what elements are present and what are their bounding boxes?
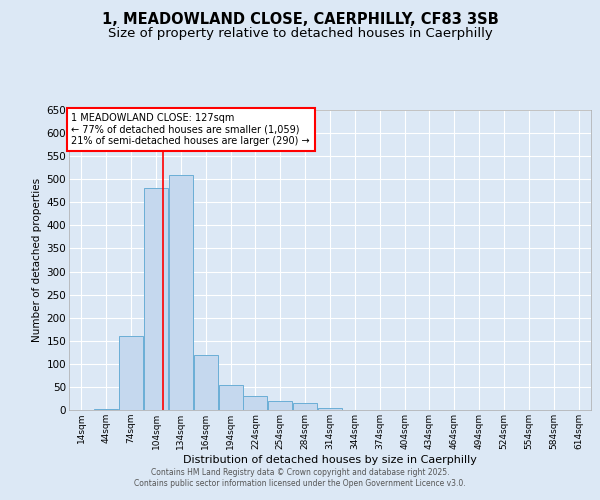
Bar — [318, 408, 342, 410]
Bar — [218, 384, 242, 410]
Bar — [169, 174, 193, 410]
Bar — [268, 401, 292, 410]
Text: Size of property relative to detached houses in Caerphilly: Size of property relative to detached ho… — [107, 28, 493, 40]
Bar — [244, 396, 268, 410]
Bar — [94, 409, 118, 410]
Text: 1 MEADOWLAND CLOSE: 127sqm
← 77% of detached houses are smaller (1,059)
21% of s: 1 MEADOWLAND CLOSE: 127sqm ← 77% of deta… — [71, 113, 310, 146]
Text: 1, MEADOWLAND CLOSE, CAERPHILLY, CF83 3SB: 1, MEADOWLAND CLOSE, CAERPHILLY, CF83 3S… — [101, 12, 499, 28]
Bar — [194, 354, 218, 410]
Bar — [293, 403, 317, 410]
Text: Contains HM Land Registry data © Crown copyright and database right 2025.
Contai: Contains HM Land Registry data © Crown c… — [134, 468, 466, 487]
Y-axis label: Number of detached properties: Number of detached properties — [32, 178, 43, 342]
Bar — [144, 188, 168, 410]
Bar — [119, 336, 143, 410]
X-axis label: Distribution of detached houses by size in Caerphilly: Distribution of detached houses by size … — [183, 454, 477, 464]
